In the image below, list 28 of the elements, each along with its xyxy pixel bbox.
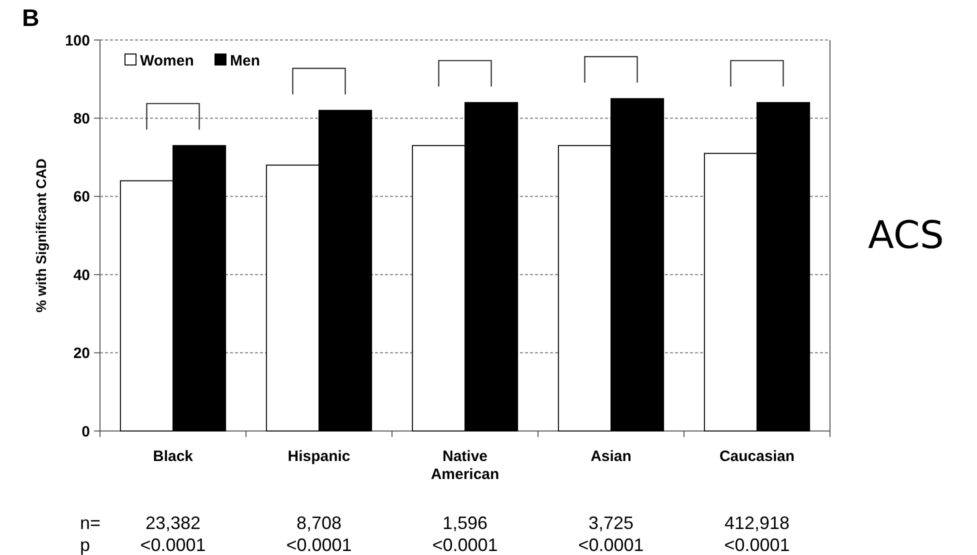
text: <0.0001: [724, 535, 790, 555]
legend-label: Women: [140, 52, 194, 70]
y-tick-label: 60: [73, 188, 90, 206]
text: 1,596: [442, 513, 488, 533]
y-tick-label: 80: [73, 110, 90, 128]
text: 3,725: [588, 513, 634, 533]
text: <0.0001: [578, 535, 644, 555]
x-tick-label: Hispanic: [288, 448, 350, 465]
legend-label: Men: [230, 52, 260, 70]
text: ACS: [868, 213, 944, 257]
text: <0.0001: [140, 535, 206, 555]
text: B: [22, 5, 40, 32]
y-tick-label: 0: [82, 423, 90, 440]
x-tick-label: Native American: [430, 448, 500, 483]
text: 412,918: [724, 513, 790, 533]
text: p: [80, 535, 90, 555]
text: 23,382: [145, 513, 201, 533]
x-tick-label: Black: [152, 448, 194, 465]
y-axis-title: % with Significant CAD: [33, 158, 49, 312]
y-tick-label: 40: [73, 266, 90, 284]
text: 8,708: [296, 513, 342, 533]
x-tick-label: Asian: [590, 448, 632, 465]
x-tick-label: Caucasian: [719, 448, 795, 465]
y-tick-label: 100: [64, 32, 90, 50]
text: n=: [80, 513, 101, 533]
y-tick-label: 20: [73, 345, 90, 362]
text: <0.0001: [286, 535, 352, 555]
text: <0.0001: [432, 535, 498, 555]
